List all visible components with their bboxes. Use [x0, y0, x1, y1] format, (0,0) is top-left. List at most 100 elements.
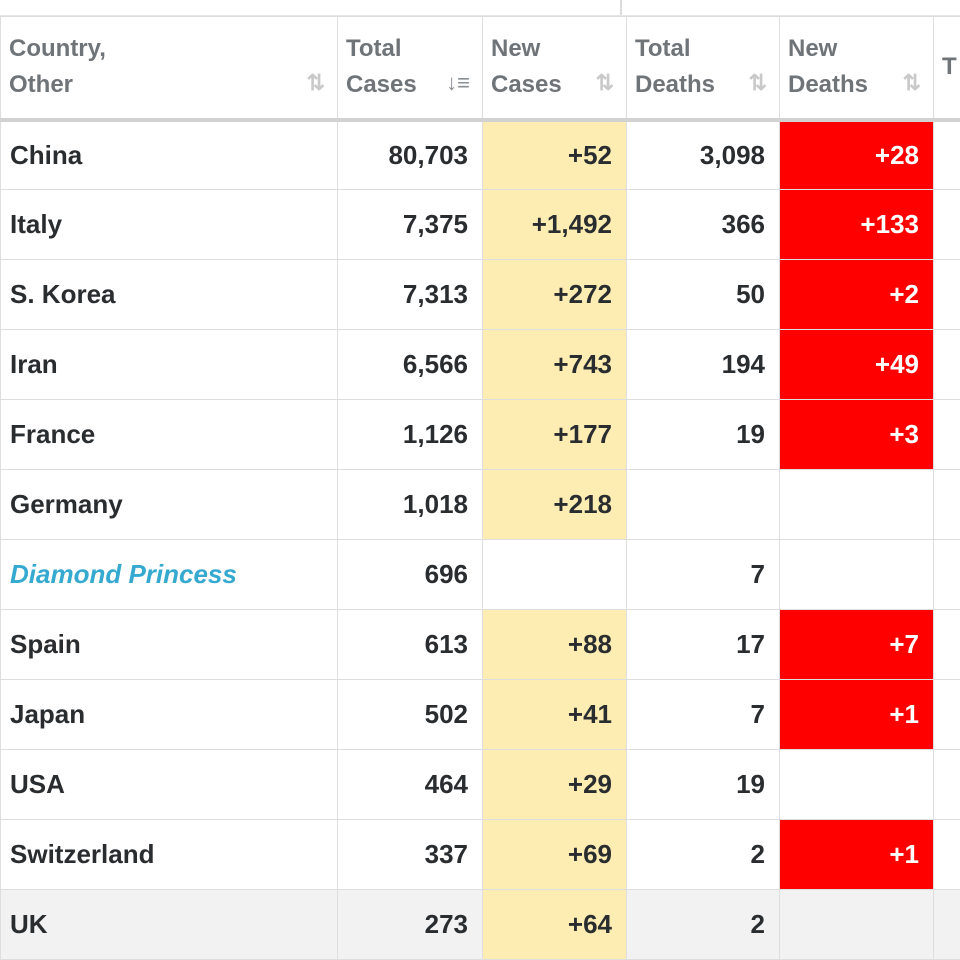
header-label: Total Cases	[346, 35, 417, 99]
cell-new-cases: +52	[482, 119, 627, 190]
table-row: Diamond Princess 696 7	[0, 539, 960, 610]
cell-new-cases	[482, 539, 627, 610]
header-new-cases[interactable]: New Cases ⇅	[482, 16, 627, 122]
cell-new-deaths	[779, 469, 934, 540]
cell-new-cases: +88	[482, 609, 627, 680]
cell-new-cases: +177	[482, 399, 627, 470]
cell-total-cases: 613	[337, 609, 483, 680]
table-row: Germany 1,018 +218	[0, 469, 960, 540]
cell-new-deaths: +28	[779, 119, 934, 190]
table-row: China 80,703 +52 3,098 +28	[0, 119, 960, 190]
cell-new-deaths: +7	[779, 609, 934, 680]
cell-new-deaths: +1	[779, 679, 934, 750]
cell-total-deaths: 2	[626, 889, 780, 960]
table-header: Country, Other ⇅ Total Cases ↓≡ New Case…	[0, 16, 960, 122]
cell-total-recovered-partial	[933, 679, 960, 750]
cell-total-cases: 337	[337, 819, 483, 890]
header-row: Country, Other ⇅ Total Cases ↓≡ New Case…	[0, 16, 960, 122]
cell-total-cases: 696	[337, 539, 483, 610]
cell-total-recovered-partial	[933, 609, 960, 680]
table-body: China 80,703 +52 3,098 +28 Italy 7,375 +1,492 36…	[0, 119, 960, 960]
cell-country: Spain	[0, 609, 338, 680]
cell-total-deaths: 17	[626, 609, 780, 680]
cell-country: Switzerland	[0, 819, 338, 890]
header-new-deaths[interactable]: New Deaths ⇅	[779, 16, 934, 122]
sort-both-icon[interactable]: ⇅	[306, 69, 325, 95]
cell-total-recovered-partial	[933, 539, 960, 610]
cell-total-cases: 1,126	[337, 399, 483, 470]
cell-total-recovered-partial	[933, 469, 960, 540]
cell-total-deaths	[626, 469, 780, 540]
cell-new-deaths	[779, 749, 934, 820]
cell-total-cases: 6,566	[337, 329, 483, 400]
cell-total-cases: 464	[337, 749, 483, 820]
header-total-deaths[interactable]: Total Deaths ⇅	[626, 16, 780, 122]
table-top-strip	[0, 0, 960, 16]
sort-both-icon[interactable]: ⇅	[902, 69, 921, 95]
table-row: Italy 7,375 +1,492 366 +133	[0, 189, 960, 260]
cell-new-cases: +1,492	[482, 189, 627, 260]
cell-total-deaths: 2	[626, 819, 780, 890]
cell-total-recovered-partial	[933, 189, 960, 260]
table-row: Japan 502 +41 7 +1	[0, 679, 960, 750]
cell-total-cases: 80,703	[337, 119, 483, 190]
top-strip-segment	[621, 0, 960, 16]
cell-new-cases: +218	[482, 469, 627, 540]
cell-new-cases: +41	[482, 679, 627, 750]
cell-total-cases: 7,313	[337, 259, 483, 330]
top-strip-segment	[0, 0, 621, 16]
cell-total-deaths: 194	[626, 329, 780, 400]
table-row: USA 464 +29 19	[0, 749, 960, 820]
header-label: New Cases	[491, 35, 562, 99]
cell-total-deaths: 3,098	[626, 119, 780, 190]
sort-both-icon[interactable]: ⇅	[595, 69, 614, 95]
cell-country: Japan	[0, 679, 338, 750]
cell-country: Germany	[0, 469, 338, 540]
cell-total-recovered-partial	[933, 119, 960, 190]
cell-country: S. Korea	[0, 259, 338, 330]
cell-total-cases: 1,018	[337, 469, 483, 540]
cell-country: Iran	[0, 329, 338, 400]
header-label: Country, Other	[9, 35, 106, 99]
cell-total-recovered-partial	[933, 259, 960, 330]
cell-total-cases: 502	[337, 679, 483, 750]
sort-descending-icon[interactable]: ↓≡	[446, 69, 470, 95]
cell-total-recovered-partial	[933, 889, 960, 960]
header-total-recovered-partial[interactable]: T R	[933, 16, 960, 122]
cell-new-cases: +64	[482, 889, 627, 960]
country-link[interactable]: Diamond Princess	[0, 539, 338, 610]
header-total-cases[interactable]: Total Cases ↓≡	[337, 16, 483, 122]
cell-total-recovered-partial	[933, 399, 960, 470]
header-label: Total Deaths	[635, 35, 716, 99]
cell-new-deaths: +1	[779, 819, 934, 890]
cell-country: Italy	[0, 189, 338, 260]
sort-both-icon[interactable]: ⇅	[748, 69, 767, 95]
cases-table: Country, Other ⇅ Total Cases ↓≡ New Case…	[0, 16, 960, 960]
cell-new-deaths: +2	[779, 259, 934, 330]
cell-total-deaths: 50	[626, 259, 780, 330]
cell-total-deaths: 19	[626, 749, 780, 820]
cell-new-deaths: +49	[779, 329, 934, 400]
cell-total-cases: 273	[337, 889, 483, 960]
cell-new-deaths	[779, 539, 934, 610]
cell-country: China	[0, 119, 338, 190]
table-row: France 1,126 +177 19 +3	[0, 399, 960, 470]
cell-total-deaths: 366	[626, 189, 780, 260]
cell-new-cases: +272	[482, 259, 627, 330]
cell-country: UK	[0, 889, 338, 960]
cell-country: USA	[0, 749, 338, 820]
cell-new-cases: +29	[482, 749, 627, 820]
cell-total-deaths: 7	[626, 679, 780, 750]
table-row: Iran 6,566 +743 194 +49	[0, 329, 960, 400]
cell-new-cases: +743	[482, 329, 627, 400]
cell-total-recovered-partial	[933, 819, 960, 890]
table-row: Switzerland 337 +69 2 +1	[0, 819, 960, 890]
cell-new-cases: +69	[482, 819, 627, 890]
cell-total-deaths: 7	[626, 539, 780, 610]
header-country[interactable]: Country, Other ⇅	[0, 16, 338, 122]
header-label: New Deaths	[788, 35, 869, 99]
cell-country: France	[0, 399, 338, 470]
top-strip-divider	[0, 15, 960, 16]
cell-new-deaths: +3	[779, 399, 934, 470]
table-row: UK 273 +64 2	[0, 889, 960, 960]
